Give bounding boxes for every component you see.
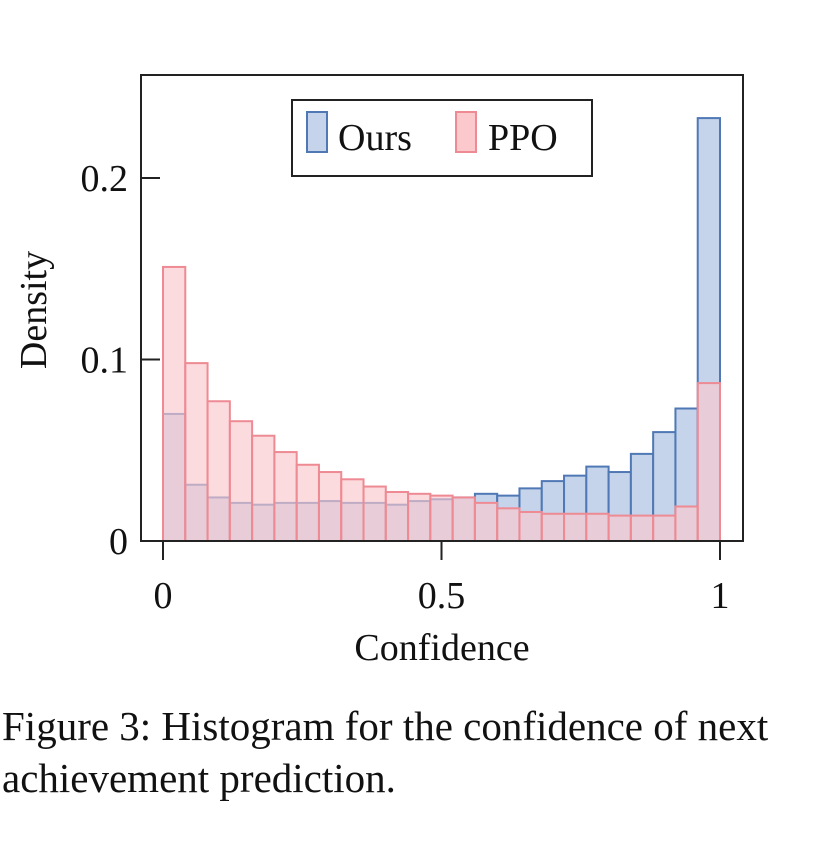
y-tick-label-2: 0.2 bbox=[81, 158, 129, 200]
legend-box bbox=[291, 99, 593, 177]
x-axis-ticks: 0 0.5 1 bbox=[154, 541, 730, 617]
bar-ppo-14 bbox=[473, 501, 499, 543]
legend: Ours PPO bbox=[291, 99, 593, 177]
bar-ppo-20 bbox=[607, 514, 632, 543]
bar-ppo-2 bbox=[206, 400, 231, 542]
bar-ppo-23 bbox=[674, 505, 699, 543]
legend-label-ours: Ours bbox=[338, 117, 412, 159]
legend-swatch-ours bbox=[306, 111, 328, 153]
x-tick-label-0: 0 bbox=[154, 575, 173, 617]
bar-ppo-0 bbox=[162, 265, 187, 542]
y-tick-label-0: 0 bbox=[109, 521, 128, 563]
figure-caption: Figure 3: Histogram for the confidence o… bbox=[2, 703, 769, 801]
bar-ppo-24 bbox=[696, 382, 721, 542]
histogram-chart: 00.10.2 0 0.5 1 Confidence Density Ours PP… bbox=[13, 74, 744, 669]
bar-ppo-18 bbox=[563, 512, 588, 543]
y-axis-label: Density bbox=[13, 251, 55, 369]
bar-ppo-1 bbox=[184, 362, 209, 542]
bar-ppo-7 bbox=[317, 471, 343, 542]
bar-ppo-11 bbox=[407, 492, 432, 542]
legend-swatch-ppo bbox=[455, 111, 477, 153]
bar-ppo-9 bbox=[362, 485, 387, 542]
x-tick-label-1: 0.5 bbox=[418, 575, 466, 617]
x-axis-label: Confidence bbox=[354, 627, 529, 669]
bar-ppo-10 bbox=[384, 491, 410, 542]
bar-ppo-19 bbox=[585, 512, 610, 543]
bar-ppo-3 bbox=[228, 420, 254, 542]
bar-ppo-5 bbox=[273, 451, 298, 542]
x-tick-label-2: 1 bbox=[711, 575, 730, 617]
bar-ppo-13 bbox=[451, 496, 476, 543]
y-tick-label-1: 0.1 bbox=[81, 340, 129, 382]
y-axis-ticks: 0 0.1 0.2 bbox=[81, 158, 160, 563]
bar-ppo-22 bbox=[652, 514, 677, 543]
bar-ppo-21 bbox=[629, 514, 655, 543]
bar-ppo-4 bbox=[251, 434, 276, 543]
bar-ppo-8 bbox=[340, 478, 365, 543]
bar-ppo-6 bbox=[295, 463, 320, 542]
legend-label-ppo: PPO bbox=[488, 117, 558, 159]
bar-ppo-12 bbox=[429, 494, 454, 543]
bar-ppo-15 bbox=[496, 507, 521, 542]
bar-ppo-17 bbox=[540, 512, 566, 543]
bar-ppo-16 bbox=[518, 510, 543, 542]
